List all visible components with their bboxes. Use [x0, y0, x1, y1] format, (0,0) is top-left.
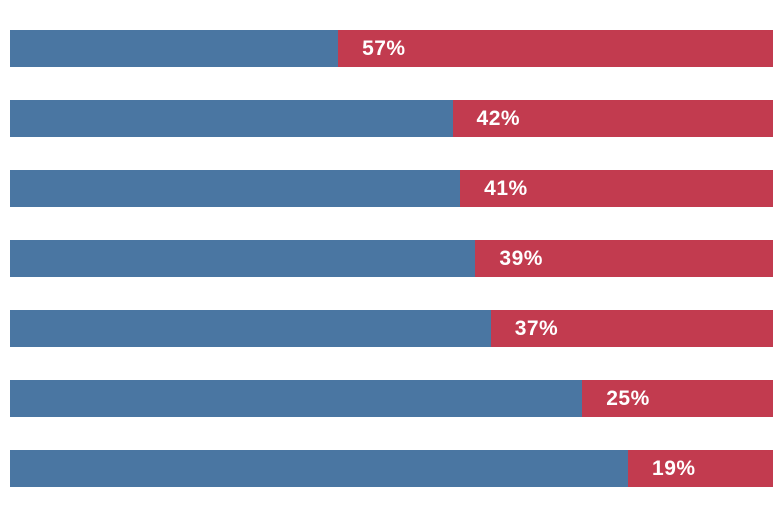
bar-segment-right: 42% — [452, 100, 773, 137]
bar-row: 57% — [10, 30, 773, 67]
bar-value-label: 39% — [499, 247, 543, 270]
bar-value-label: 57% — [362, 37, 406, 60]
stacked-bar-chart: 57% 42% 41% 39% 37% 25% 19% — [10, 30, 773, 487]
bar-segment-right: 57% — [338, 30, 773, 67]
bar-segment-left — [10, 310, 491, 347]
bar-row: 39% — [10, 240, 773, 277]
bar-value-label: 37% — [514, 317, 559, 340]
bar-row: 41% — [10, 170, 773, 207]
bar-segment-right: 37% — [490, 310, 773, 347]
bar-segment-left — [10, 100, 453, 137]
bar-value-label: 41% — [484, 177, 528, 200]
bar-segment-left — [10, 240, 476, 277]
bar-value-label: 25% — [606, 387, 650, 410]
bar-segment-left — [10, 380, 583, 417]
bar-segment-right: 39% — [475, 240, 773, 277]
bar-value-label: 42% — [476, 107, 521, 130]
bar-row: 42% — [10, 100, 773, 137]
bar-row: 25% — [10, 380, 773, 417]
bar-segment-left — [10, 30, 339, 67]
bar-segment-right: 25% — [582, 380, 773, 417]
bar-row: 37% — [10, 310, 773, 347]
bar-segment-left — [10, 450, 629, 487]
bar-segment-right: 41% — [460, 170, 773, 207]
bar-row: 19% — [10, 450, 773, 487]
bar-value-label: 19% — [652, 457, 696, 480]
bar-segment-right: 19% — [628, 450, 773, 487]
bar-segment-left — [10, 170, 461, 207]
